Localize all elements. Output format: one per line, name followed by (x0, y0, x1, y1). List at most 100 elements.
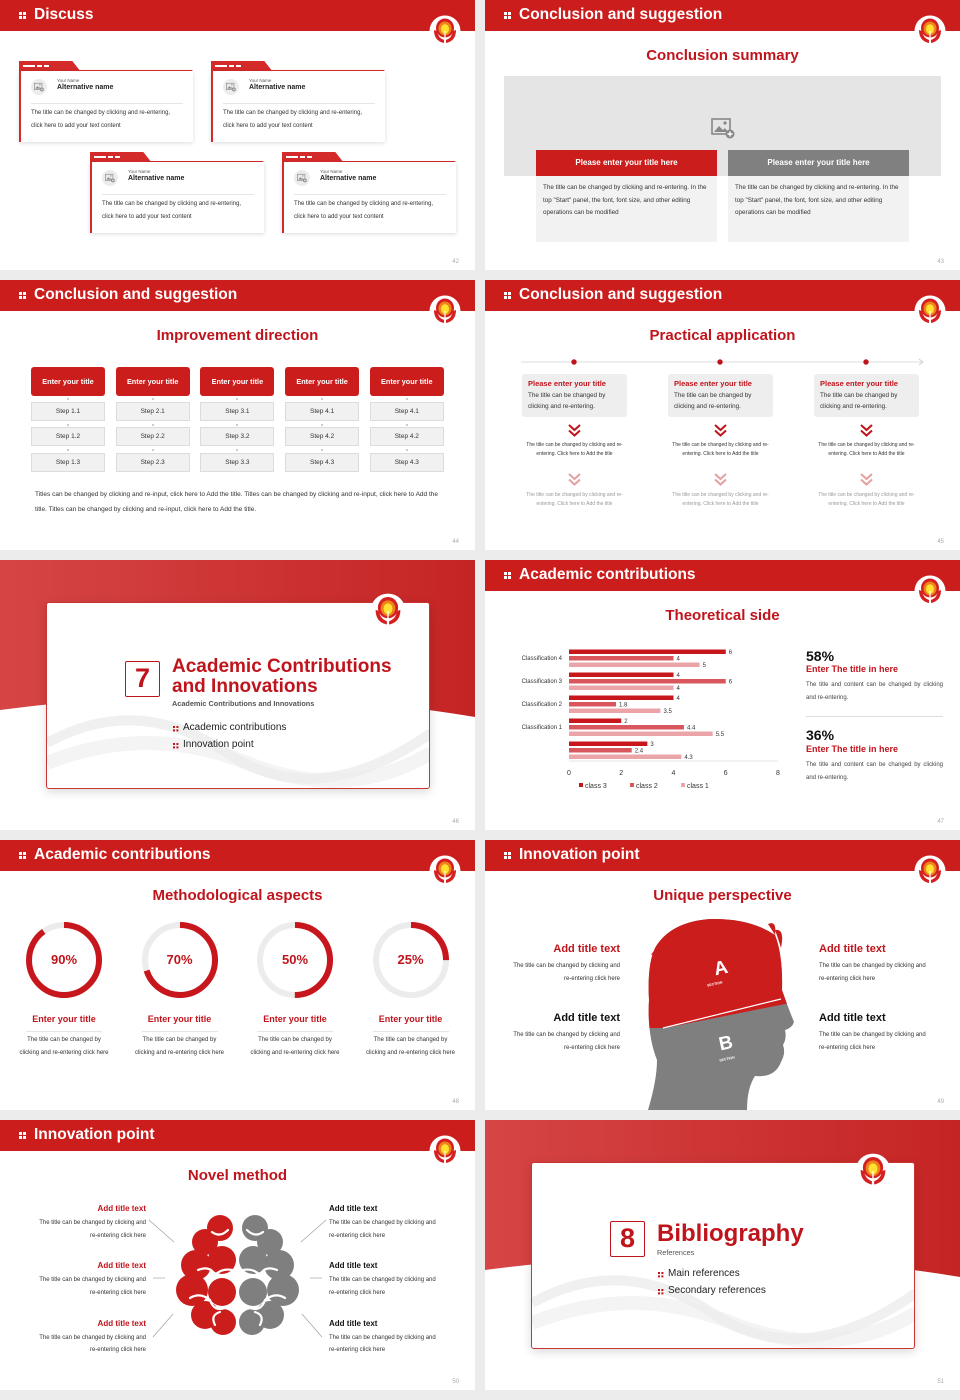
step-box[interactable]: Step 1.3 (31, 453, 105, 472)
section-bullet[interactable]: Academic contributions (172, 722, 286, 733)
progress-percent: 90% (50, 952, 78, 967)
connector-dot (405, 449, 408, 451)
profile-card[interactable]: Your Name Alternative name The title can… (211, 61, 385, 142)
bar (569, 741, 648, 746)
card-divider (223, 103, 375, 104)
connector-dot (236, 398, 239, 400)
x-tick-label: 8 (776, 770, 780, 777)
column-title[interactable]: Enter your title (369, 367, 444, 396)
profile-card[interactable]: Your Name Alternative name The title can… (282, 152, 456, 233)
direction-column: Enter your title Step 4.1 Step 4.2 Step … (285, 367, 360, 472)
data-label: 5.5 (716, 732, 725, 738)
bar (569, 679, 726, 684)
column-title[interactable]: Enter your title (115, 367, 190, 396)
section-title: Academic Contributions and Innovations (172, 657, 392, 697)
step-box[interactable]: Step 4.1 (369, 402, 444, 421)
legend-label: class 1 (687, 783, 709, 790)
step-box[interactable]: Step 3.1 (200, 402, 275, 421)
x-tick-label: 4 (672, 770, 676, 777)
image-placeholder-icon[interactable] (31, 79, 47, 95)
summary-box-title: Please enter your title here (575, 158, 678, 167)
application-item: Please enter your title The title can be… (668, 374, 773, 507)
double-chevron-down-icon (714, 473, 727, 486)
profile-card[interactable]: Your Name Alternative name The title can… (19, 61, 193, 142)
step-box[interactable]: Step 1.2 (31, 427, 105, 446)
step-box[interactable]: Step 4.2 (285, 427, 360, 446)
image-placeholder-icon[interactable] (223, 79, 239, 95)
slide-45-practical-application[interactable]: Conclusion and suggestion Practical appl… (485, 280, 960, 550)
bar (569, 731, 713, 736)
summary-box[interactable]: Please enter your title here The title c… (536, 150, 717, 242)
double-chevron-down-icon (860, 473, 873, 486)
card-body: Your Name Alternative name The title can… (211, 71, 385, 142)
four-dots-icon (19, 292, 22, 295)
progress-percent: 25% (397, 952, 424, 967)
progress-ring (257, 922, 333, 998)
card-text: The title can be changed by clicking and… (294, 201, 434, 220)
section-a-letter: A (712, 957, 730, 980)
step-box[interactable]: Step 3.2 (200, 427, 275, 446)
step-box[interactable]: Step 4.3 (369, 453, 444, 472)
step-box[interactable]: Step 2.2 (115, 427, 190, 446)
item-title: Add title text (329, 1318, 378, 1328)
image-placeholder-icon[interactable] (294, 170, 310, 186)
section-title-line: and Innovations (172, 676, 318, 697)
image-placeholder-icon[interactable] (102, 170, 118, 186)
slide-header: Conclusion and suggestion (485, 280, 960, 311)
section-bullet[interactable]: Secondary references (657, 1285, 766, 1296)
section-number: 8 (610, 1221, 645, 1257)
application-box[interactable]: Please enter your title The title can be… (814, 374, 919, 417)
slide-header: Innovation point (0, 1120, 475, 1151)
section-bullet[interactable]: Innovation point (172, 739, 254, 750)
summary-box[interactable]: Please enter your title here The title c… (728, 150, 909, 242)
application-text: The title can be changed by clicking and… (820, 392, 898, 410)
university-logo-icon (429, 15, 461, 47)
four-dots-icon (504, 12, 507, 15)
section-bullet[interactable]: Main references (657, 1268, 740, 1279)
double-chevron-down-icon (568, 473, 581, 486)
double-chevron-down-icon (860, 424, 873, 437)
slide-47-theoretical-side[interactable]: Academic contributions Theoretical side … (485, 560, 960, 830)
step-box[interactable]: Step 4.1 (285, 402, 360, 421)
legend-label: class 3 (585, 783, 607, 790)
step-box[interactable]: Step 1.1 (31, 402, 105, 421)
slide-49-unique-perspective[interactable]: Innovation point Unique perspective A SE… (485, 840, 960, 1110)
step-box[interactable]: Step 4.3 (285, 453, 360, 472)
section-b-letter: B (717, 1032, 735, 1055)
stat-text: The title and content can be changed by … (806, 682, 943, 701)
step-box[interactable]: Step 4.2 (369, 427, 444, 446)
timeline (521, 358, 924, 366)
card-name: Alternative name (320, 175, 377, 182)
slide-46-section-7[interactable]: 7 Academic Contributions and Innovations… (0, 560, 475, 830)
section-title: Bibliography (657, 1220, 804, 1247)
step-box[interactable]: Step 2.3 (115, 453, 190, 472)
card-name: Alternative name (249, 84, 306, 91)
column-title[interactable]: Enter your title (31, 367, 105, 396)
item-title: Add title text (97, 1318, 146, 1328)
slide-header: Innovation point (485, 840, 960, 871)
four-dots-icon (504, 292, 507, 295)
connector-dot (405, 398, 408, 400)
step-box[interactable]: Step 3.3 (200, 453, 275, 472)
application-box[interactable]: Please enter your title The title can be… (522, 374, 627, 417)
progress-ring (372, 922, 449, 998)
profile-card[interactable]: Your Name Alternative name The title can… (90, 152, 264, 233)
slide-48-methodological-aspects[interactable]: Academic contributions Methodological as… (0, 840, 475, 1110)
item-title: Add title text (97, 1204, 146, 1213)
progress-percent: 50% (281, 952, 309, 967)
step-box[interactable]: Step 2.1 (115, 402, 190, 421)
slide-42-discuss[interactable]: Discuss Your Name Alternative name The t… (0, 0, 475, 270)
slide-44-improvement-direction[interactable]: Conclusion and suggestion Improvement di… (0, 280, 475, 550)
page-number: 48 (452, 1099, 459, 1105)
data-label: 6 (729, 680, 733, 686)
slide-51-section-8[interactable]: 8 Bibliography References Main reference… (485, 1120, 960, 1390)
column-title[interactable]: Enter your title (285, 367, 360, 396)
ring-title: Enter your title (263, 1014, 327, 1024)
connector-dot (321, 398, 324, 400)
direction-column: Enter your title Step 1.1 Step 1.2 Step … (31, 367, 105, 472)
slide-43-conclusion-summary[interactable]: Conclusion and suggestion Conclusion sum… (485, 0, 960, 270)
bar (569, 718, 622, 723)
application-box[interactable]: Please enter your title The title can be… (668, 374, 773, 417)
column-title[interactable]: Enter your title (200, 367, 275, 396)
slide-50-novel-method[interactable]: Innovation point Novel method Add title … (0, 1120, 475, 1390)
